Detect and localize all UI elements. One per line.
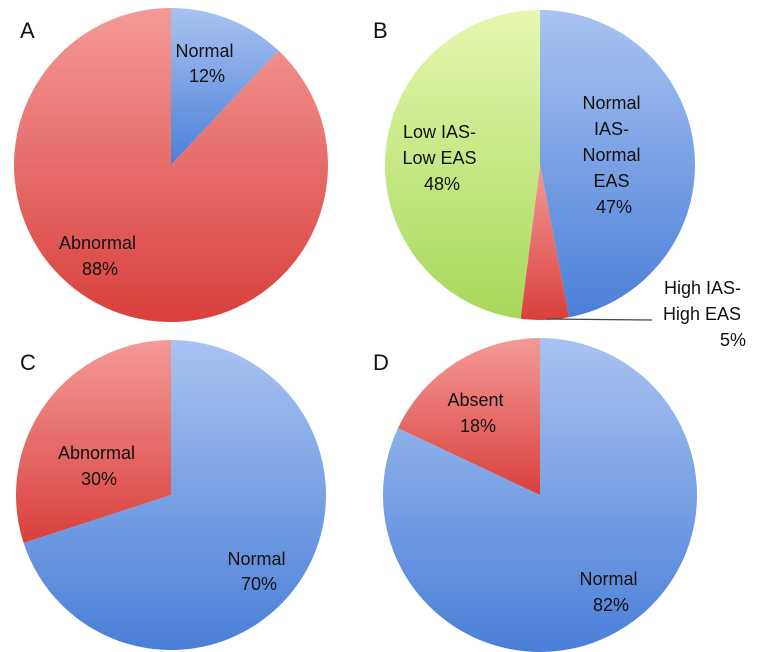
pie-a-label-normal: Normal 12% xyxy=(175,41,238,86)
panel-letter-d: D xyxy=(373,350,389,375)
pie-b-slice-high-ias xyxy=(520,165,570,320)
pie-b-label-high: High IAS- High EAS 5% xyxy=(663,278,746,350)
panel-letter-c: C xyxy=(20,350,36,375)
panel-letter-b: B xyxy=(373,18,388,43)
pie-c-slice-normal xyxy=(23,340,327,650)
pie-b-label-normal: Normal IAS- Normal EAS 47% xyxy=(582,93,645,217)
pie-a-slice-abnormal xyxy=(13,8,328,322)
pie-b-leader-line xyxy=(546,318,653,321)
panel-a: A Normal 12% Abnormal 88% xyxy=(13,8,328,322)
panel-c: C Normal 70% Abnormal 30% xyxy=(16,340,327,650)
pie-c-slice-abnormal xyxy=(16,340,171,543)
pie-d-slice-normal xyxy=(382,338,697,652)
pie-d-slice-absent xyxy=(397,338,540,495)
pie-d-slices xyxy=(382,338,697,652)
pie-d-label-normal: Normal 82% xyxy=(579,569,642,615)
panel-d: D Normal 82% Absent 18% xyxy=(373,338,697,652)
pie-b-slice-low-ias xyxy=(384,10,540,319)
pie-a-slice-normal xyxy=(171,8,279,165)
panel-b: B Normal IAS- Normal EAS 47% Low IAS- Lo… xyxy=(373,10,746,350)
pie-c-label-normal: Normal 70% xyxy=(227,549,290,594)
pie-c-slices xyxy=(16,340,327,650)
pie-d-label-absent: Absent 18% xyxy=(447,390,508,436)
pie-a-slices xyxy=(13,8,328,322)
pie-b-slice-normal xyxy=(540,10,695,318)
pie-b-label-low: Low IAS- Low EAS 48% xyxy=(402,122,481,194)
panel-letter-a: A xyxy=(20,18,35,43)
pie-a-label-abnormal: Abnormal 88% xyxy=(59,233,141,279)
pie-b-slices xyxy=(384,10,695,320)
pie-c-label-abnormal: Abnormal 30% xyxy=(58,443,140,489)
